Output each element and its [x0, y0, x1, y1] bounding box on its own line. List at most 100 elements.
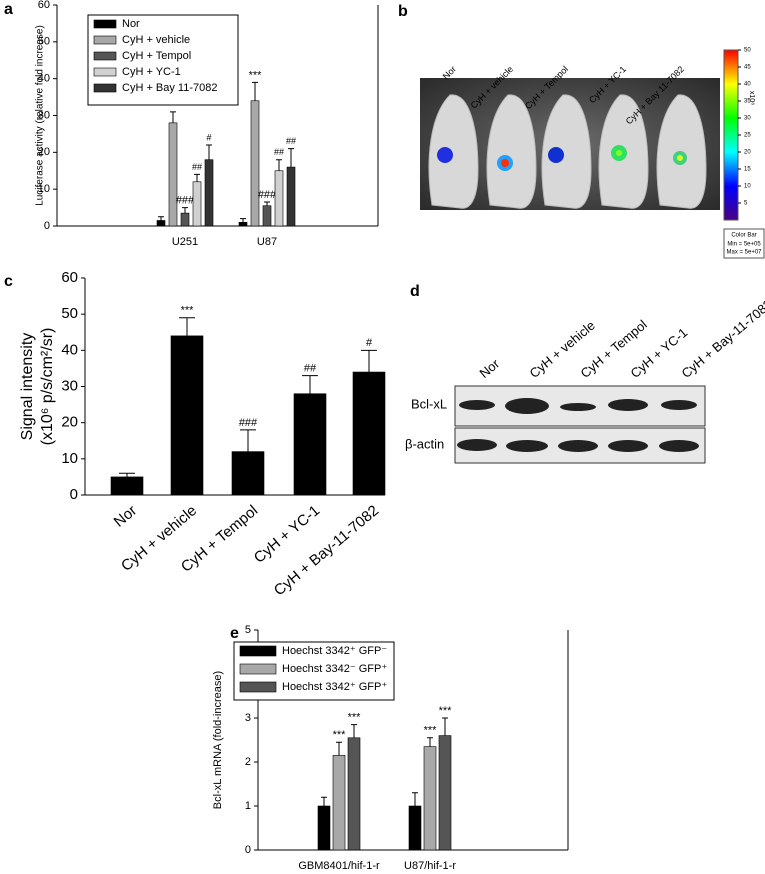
error-bar [427, 737, 433, 747]
color-tick-label: 25 [744, 133, 751, 139]
significance-marker: # [366, 337, 373, 349]
bar [286, 166, 296, 227]
bar [192, 181, 202, 227]
significance-marker: *** [439, 705, 453, 717]
legend-label: Nor [122, 18, 140, 30]
bar [317, 805, 331, 851]
x-tick-label: Nor [111, 502, 140, 531]
y-tick-label: 1 [245, 800, 251, 812]
legend-swatch [239, 681, 277, 693]
legend-label: CyH + YC-1 [122, 66, 181, 78]
error-bar [194, 173, 200, 182]
y-tick-label: 10 [38, 183, 50, 195]
error-bar [442, 717, 448, 736]
color-bar-max: Max = 5e+07 [726, 250, 762, 256]
bar [423, 746, 437, 851]
color-tick-label: 10 [744, 184, 751, 190]
bar [231, 451, 265, 496]
color-tick-label: 30 [744, 116, 751, 122]
bar [110, 476, 144, 496]
y-tick-label: 60 [61, 269, 78, 286]
column-label: CyH + Bay-11-7082 [678, 296, 765, 380]
color-tick-label: 40 [744, 82, 751, 88]
color-tick-label: 20 [744, 150, 751, 156]
error-bar [206, 144, 212, 160]
significance-marker: ### [239, 417, 258, 429]
legend-label: CyH + Bay 11-7082 [122, 82, 218, 94]
legend-label: CyH + vehicle [122, 34, 190, 46]
bar [332, 755, 346, 851]
y-tick-label: 0 [70, 486, 78, 503]
bar [168, 122, 178, 227]
legend-label: Hoechst 3342⁺ GFP⁺ [282, 681, 387, 693]
y-tick-label: 40 [38, 73, 50, 85]
y-tick-label: 40 [61, 341, 78, 358]
color-bar-box [723, 228, 765, 259]
bar [274, 170, 284, 227]
y-tick-label: 2 [245, 756, 251, 768]
y-tick-label: 0 [44, 220, 50, 232]
error-bar [302, 375, 318, 394]
legend-swatch [93, 67, 117, 77]
significance-marker: *** [424, 725, 438, 737]
y-axis-label: Luciferase activity (relative fold incre… [35, 25, 46, 206]
bar [262, 205, 272, 227]
panel-letter: e [230, 625, 239, 642]
significance-marker: *** [333, 729, 347, 741]
error-bar [288, 148, 294, 168]
error-bar [361, 349, 377, 373]
significance-marker: ### [176, 194, 195, 206]
error-bar [351, 724, 357, 738]
color-tick-label: 45 [744, 65, 751, 71]
significance-marker: ## [286, 136, 296, 146]
row-label: Bcl-xL [411, 396, 447, 411]
panel-letter: a [4, 1, 13, 18]
x-tick-label: U87 [257, 236, 277, 248]
bar [438, 735, 452, 851]
y-tick-label: 5 [245, 624, 251, 636]
color-tick-label: 50 [744, 48, 751, 54]
y-tick-label: 20 [61, 414, 78, 431]
y-tick-label: 50 [61, 305, 78, 322]
color-bar-min: Min = 5e+05 [727, 242, 761, 248]
y-tick-label: 60 [38, 0, 50, 11]
column-label: Nor [476, 356, 502, 381]
significance-marker: *** [249, 69, 263, 81]
bar [352, 371, 386, 496]
significance-marker: *** [181, 305, 195, 317]
significance-marker: *** [348, 712, 362, 724]
row-label: β-actin [405, 436, 444, 451]
color-bar-title: Color Bar [731, 233, 756, 239]
color-tick-label: 35 [744, 99, 751, 105]
error-bar [182, 207, 188, 214]
significance-marker: ## [304, 363, 317, 375]
legend-swatch [93, 51, 117, 61]
panel-letter: c [4, 273, 13, 290]
color-unit: x10⁶ [748, 91, 755, 105]
error-bar [179, 317, 195, 336]
bar [250, 100, 260, 227]
x-tick-label: CyH + Bay-11-7082 [271, 502, 382, 599]
color-tick-label: 15 [744, 167, 751, 173]
legend-swatch [93, 83, 117, 93]
legend-swatch [239, 663, 277, 675]
color-bar [723, 49, 739, 221]
bar [408, 805, 422, 851]
error-bar [252, 81, 258, 101]
significance-marker: # [206, 132, 211, 142]
significance-marker: ## [274, 147, 284, 157]
y-tick-label: 30 [38, 109, 50, 121]
y-tick-label: 3 [245, 712, 251, 724]
bar [347, 737, 361, 851]
legend-label: CyH + Tempol [122, 50, 191, 62]
y-tick-label: 20 [38, 146, 50, 158]
bar [293, 393, 327, 496]
panel-letter: d [410, 283, 420, 300]
x-tick-label: U251 [172, 236, 198, 248]
error-bar [240, 218, 246, 223]
y-axis-label: (x10⁶ p/s/cm²/sr) [39, 328, 56, 446]
y-axis-label: Bcl-xL mRNA (fold-increase) [212, 671, 224, 809]
error-bar [336, 741, 342, 756]
bar [170, 335, 204, 496]
